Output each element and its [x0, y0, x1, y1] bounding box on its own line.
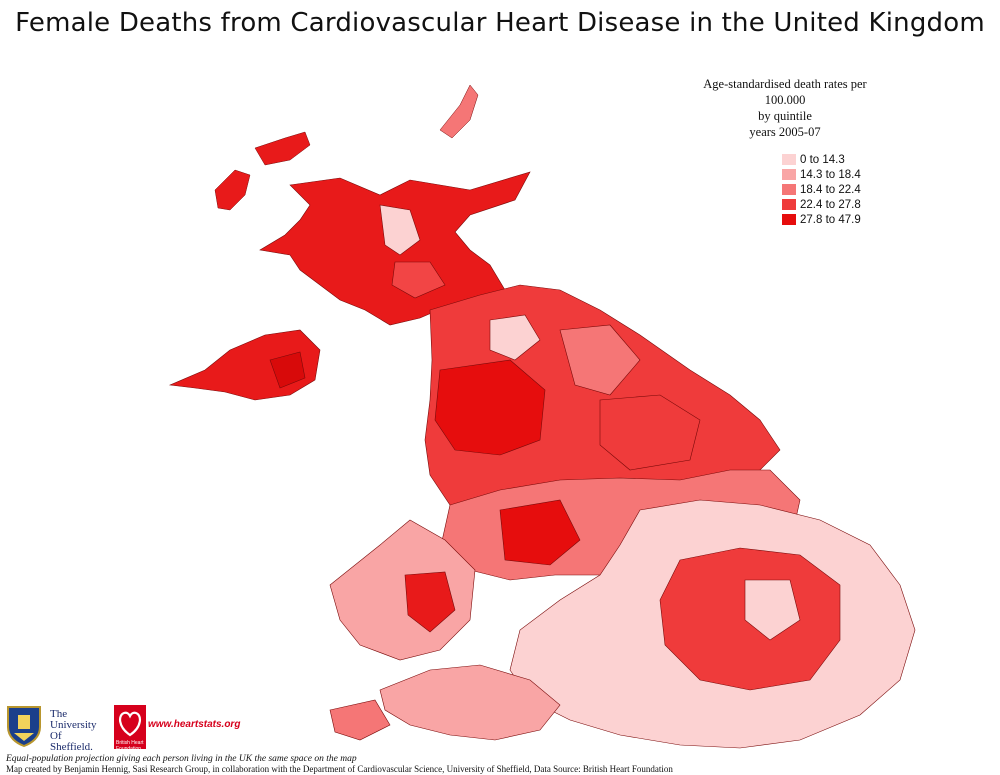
region-inner-london: [744, 579, 801, 641]
logo-area: The University Of Sheffield. British Hea…: [6, 705, 266, 755]
map-title: Female Deaths from Cardiovascular Heart …: [15, 8, 985, 38]
region-liverpool: [559, 324, 641, 396]
region-cardiff: [404, 571, 456, 633]
legend-item: 22.4 to 27.8: [782, 197, 880, 212]
region-hebrides: [214, 169, 251, 211]
footer-credits: Map created by Benjamin Hennig, Sasi Res…: [6, 764, 673, 774]
legend-label: 0 to 14.3: [800, 153, 845, 166]
university-shield-icon: [7, 706, 41, 747]
region-glasgow: [379, 204, 421, 256]
region-south-west: [379, 664, 561, 741]
legend-swatch: [782, 169, 796, 180]
legend-heading-line1: Age-standardised death rates per 100.000: [703, 77, 867, 107]
legend-swatch: [782, 199, 796, 210]
legend-heading-line2: by quintile: [758, 109, 812, 123]
legend-label: 14.3 to 18.4: [800, 168, 861, 181]
region-belfast: [269, 351, 306, 389]
legend-item: 18.4 to 22.4: [782, 182, 880, 197]
university-name: The University Of Sheffield.: [50, 708, 97, 753]
legend-label: 27.8 to 47.9: [800, 213, 861, 226]
region-leeds: [599, 394, 701, 471]
legend-item: 14.3 to 18.4: [782, 167, 880, 182]
legend-heading-line3: years 2005-07: [749, 125, 821, 139]
website-link[interactable]: www.heartstats.org: [148, 719, 241, 730]
footer-projection-note: Equal-population projection giving each …: [6, 754, 357, 764]
region-newcastle: [489, 314, 541, 361]
legend-swatch: [782, 154, 796, 165]
bhf-logo-text: British Heart Foundation: [116, 740, 144, 752]
region-orkney: [254, 131, 311, 166]
legend-swatch: [782, 184, 796, 195]
legend-swatch: [782, 214, 796, 225]
legend-item: 0 to 14.3: [782, 152, 880, 167]
legend-label: 22.4 to 27.8: [800, 198, 861, 211]
region-cornwall: [329, 699, 391, 741]
region-birmingham: [499, 499, 581, 566]
legend-label: 18.4 to 22.4: [800, 183, 861, 196]
region-shetland: [439, 84, 479, 139]
region-manchester: [434, 359, 546, 456]
region-edinburgh: [391, 261, 446, 299]
map-legend: Age-standardised death rates per 100.000…: [690, 76, 880, 227]
legend-items: 0 to 14.3 14.3 to 18.4 18.4 to 22.4 22.4 to…: [782, 152, 880, 227]
region-wales: [329, 519, 476, 661]
legend-item: 27.8 to 47.9: [782, 212, 880, 227]
bhf-logo-icon: [114, 705, 146, 749]
